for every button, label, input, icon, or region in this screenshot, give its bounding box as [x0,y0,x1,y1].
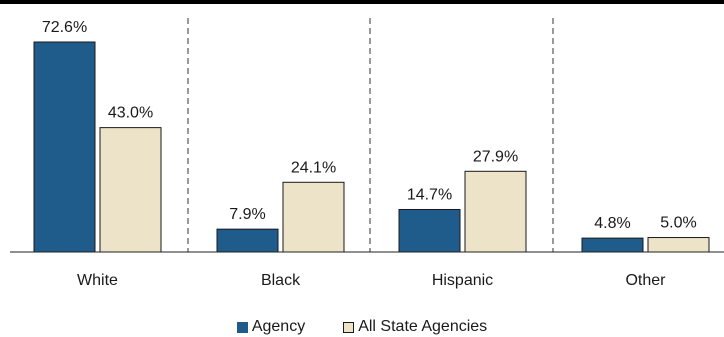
value-label: 14.7% [407,186,452,203]
value-label: 7.9% [229,206,265,223]
legend-label-agency: Agency [251,318,306,335]
value-label: 24.1% [291,159,336,176]
value-label: 5.0% [660,215,696,232]
category-label: Black [261,272,301,289]
value-label: 72.6% [42,19,87,36]
legend-swatch-agency [236,321,248,333]
category-label: White [77,272,118,289]
top-border [0,0,724,4]
bar-agency [581,237,644,253]
bar-all-state-agencies [99,127,162,253]
value-label: 4.8% [594,215,630,232]
legend-item-all-state-agencies: All State Agencies [343,318,487,336]
value-label: 27.9% [473,148,518,165]
bar-agency [216,228,279,253]
value-labels-group: 72.6% 7.9% 14.7% 4.8% 43.0% 24.1% 27.9% 5.0% [42,19,697,232]
legend-item-agency: Agency [236,318,306,336]
value-label: 43.0% [108,105,153,122]
bar-chart: 72.6% 7.9% 14.7% 4.8% 43.0% 24.1% 27.9% 5.0% Wh… [10,18,724,289]
bar-agency [398,208,461,253]
bar-all-state-agencies [282,181,345,253]
category-label: Other [625,272,666,289]
category-labels-group: White Black Hispanic Other [77,272,666,289]
bar-all-state-agencies [464,170,527,253]
category-separators [187,18,554,252]
legend: Agency All State Agencies [0,317,724,337]
bar-agency [33,41,96,253]
bars-group [33,41,710,253]
legend-label-all-state-agencies: All State Agencies [358,318,488,335]
category-label: Hispanic [432,272,493,289]
bar-all-state-agencies [647,237,710,253]
legend-swatch-all-state-agencies [343,321,355,333]
